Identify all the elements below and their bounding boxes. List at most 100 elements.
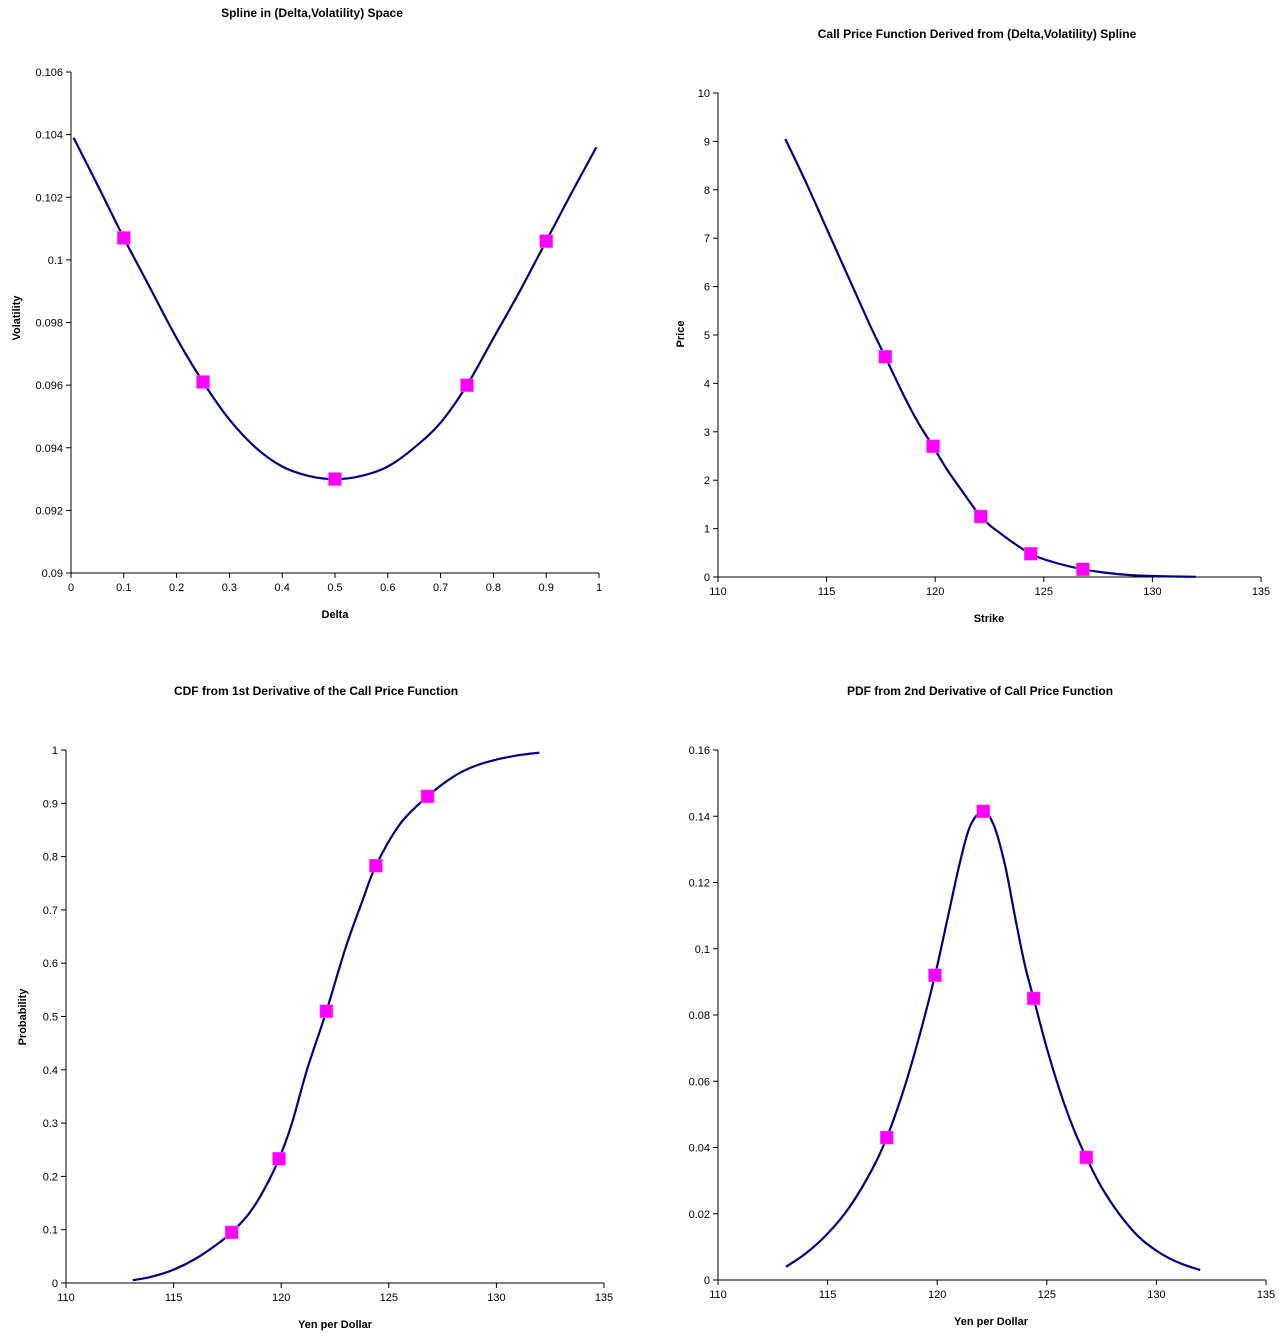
x-tick-label: 120 bbox=[928, 1289, 946, 1301]
data-point bbox=[369, 858, 383, 873]
y-tick-label: 0 bbox=[704, 572, 710, 584]
data-point bbox=[974, 509, 988, 524]
y-tick-label: 5 bbox=[704, 330, 710, 342]
data-point bbox=[1079, 1150, 1094, 1165]
y-tick-label: 0.2 bbox=[43, 1171, 58, 1183]
chart-title: CDF from 1st Derivative of the Call Pric… bbox=[174, 684, 458, 698]
y-tick-label: 0.096 bbox=[35, 380, 63, 392]
y-tick-label: 0.6 bbox=[43, 958, 58, 970]
x-tick-label: 0 bbox=[68, 582, 74, 594]
y-tick-label: 0.08 bbox=[689, 1010, 710, 1022]
y-tick-label: 0.12 bbox=[689, 878, 710, 890]
y-tick-label: 0.092 bbox=[35, 505, 63, 517]
x-tick-label: 0.6 bbox=[380, 582, 395, 594]
series-line bbox=[72, 137, 598, 481]
y-tick-label: 0.094 bbox=[35, 443, 63, 455]
y-tick-label: 0.9 bbox=[43, 798, 58, 810]
x-tick-label: 0.4 bbox=[275, 582, 290, 594]
data-point bbox=[928, 968, 942, 982]
x-tick-label: 0.9 bbox=[539, 582, 554, 594]
y-tick-label: 0.06 bbox=[689, 1076, 710, 1088]
data-point bbox=[460, 378, 474, 392]
x-tick-label: 115 bbox=[819, 1289, 837, 1301]
x-axis-label: Delta bbox=[322, 609, 350, 621]
data-point bbox=[1076, 562, 1090, 577]
y-tick-label: 9 bbox=[704, 136, 710, 148]
y-tick-label: 3 bbox=[704, 427, 710, 439]
y-tick-label: 8 bbox=[704, 185, 710, 197]
y-tick-label: 1 bbox=[52, 745, 58, 757]
data-point bbox=[539, 234, 553, 248]
y-tick-label: 0.7 bbox=[43, 905, 58, 917]
y-tick-label: 0.1 bbox=[48, 255, 63, 267]
y-tick-label: 0.14 bbox=[689, 811, 710, 823]
chart-pdf: PDF from 2nd Derivative of Call Price Fu… bbox=[689, 684, 1276, 1328]
y-tick-label: 0.09 bbox=[42, 568, 63, 580]
data-point bbox=[224, 1225, 239, 1240]
x-tick-label: 120 bbox=[926, 586, 944, 598]
chart-title: PDF from 2nd Derivative of Call Price Fu… bbox=[847, 684, 1113, 698]
x-tick-label: 135 bbox=[1252, 586, 1270, 598]
data-point bbox=[1026, 991, 1041, 1006]
data-point bbox=[117, 231, 131, 245]
y-axis-label: Price bbox=[675, 321, 687, 348]
y-tick-label: 0.3 bbox=[43, 1118, 58, 1130]
y-tick-label: 0.04 bbox=[689, 1143, 710, 1155]
series-line bbox=[132, 751, 540, 1282]
y-tick-label: 0.106 bbox=[35, 67, 63, 79]
data-point bbox=[196, 375, 210, 389]
x-tick-label: 125 bbox=[1038, 1289, 1056, 1301]
data-point bbox=[1024, 547, 1038, 561]
data-point bbox=[878, 350, 892, 364]
y-axis-label: Probability bbox=[17, 988, 29, 1046]
y-tick-label: 0.02 bbox=[689, 1209, 710, 1221]
chart-title: Call Price Function Derived from (Delta,… bbox=[818, 27, 1137, 41]
y-tick-label: 0 bbox=[52, 1278, 58, 1290]
y-tick-label: 6 bbox=[704, 282, 710, 294]
y-axis-label: Volatility bbox=[11, 295, 23, 341]
y-tick-label: 2 bbox=[704, 475, 710, 487]
y-tick-label: 0.1 bbox=[695, 944, 710, 956]
y-tick-label: 0.4 bbox=[43, 1065, 58, 1077]
x-tick-label: 130 bbox=[1143, 586, 1161, 598]
data-point bbox=[976, 804, 990, 819]
x-tick-label: 1 bbox=[596, 582, 602, 594]
y-tick-label: 7 bbox=[704, 233, 710, 245]
x-tick-label: 120 bbox=[272, 1292, 290, 1304]
data-point bbox=[420, 789, 435, 804]
y-tick-label: 0.8 bbox=[43, 852, 58, 864]
data-point bbox=[272, 1152, 286, 1166]
x-tick-label: 110 bbox=[709, 1289, 727, 1301]
x-tick-label: 0.1 bbox=[116, 582, 131, 594]
x-tick-label: 130 bbox=[487, 1292, 505, 1304]
series-line bbox=[785, 810, 1201, 1272]
x-tick-label: 110 bbox=[709, 586, 727, 598]
x-tick-label: 110 bbox=[57, 1292, 75, 1304]
data-point bbox=[880, 1130, 894, 1145]
y-tick-label: 0.104 bbox=[35, 130, 63, 142]
x-tick-label: 135 bbox=[1257, 1289, 1275, 1301]
y-tick-label: 4 bbox=[704, 378, 710, 390]
chart-call-price: Call Price Function Derived from (Delta,… bbox=[675, 27, 1270, 625]
x-tick-label: 0.3 bbox=[222, 582, 237, 594]
y-tick-label: 0.16 bbox=[689, 745, 710, 757]
chart-volatility-spline: Spline in (Delta,Volatility) Space 0.09 0… bbox=[11, 6, 602, 621]
x-tick-label: 0.8 bbox=[486, 582, 501, 594]
y-tick-label: 10 bbox=[698, 88, 710, 100]
chart-title: Spline in (Delta,Volatility) Space bbox=[221, 6, 403, 20]
x-axis-label: Yen per Dollar bbox=[954, 1316, 1029, 1328]
x-tick-label: 130 bbox=[1147, 1289, 1165, 1301]
data-point bbox=[328, 472, 342, 486]
x-tick-label: 115 bbox=[165, 1292, 183, 1304]
y-tick-label: 0.1 bbox=[43, 1225, 58, 1237]
x-tick-label: 0.7 bbox=[433, 582, 448, 594]
y-tick-label: 0.102 bbox=[35, 192, 63, 204]
chart-cdf: CDF from 1st Derivative of the Call Pric… bbox=[17, 684, 613, 1331]
x-axis-label: Strike bbox=[974, 613, 1005, 625]
y-tick-label: 1 bbox=[704, 524, 710, 536]
x-tick-label: 0.5 bbox=[327, 582, 342, 594]
y-tick-label: 0.098 bbox=[35, 318, 63, 330]
series-line bbox=[784, 138, 1196, 578]
data-point bbox=[926, 439, 940, 454]
